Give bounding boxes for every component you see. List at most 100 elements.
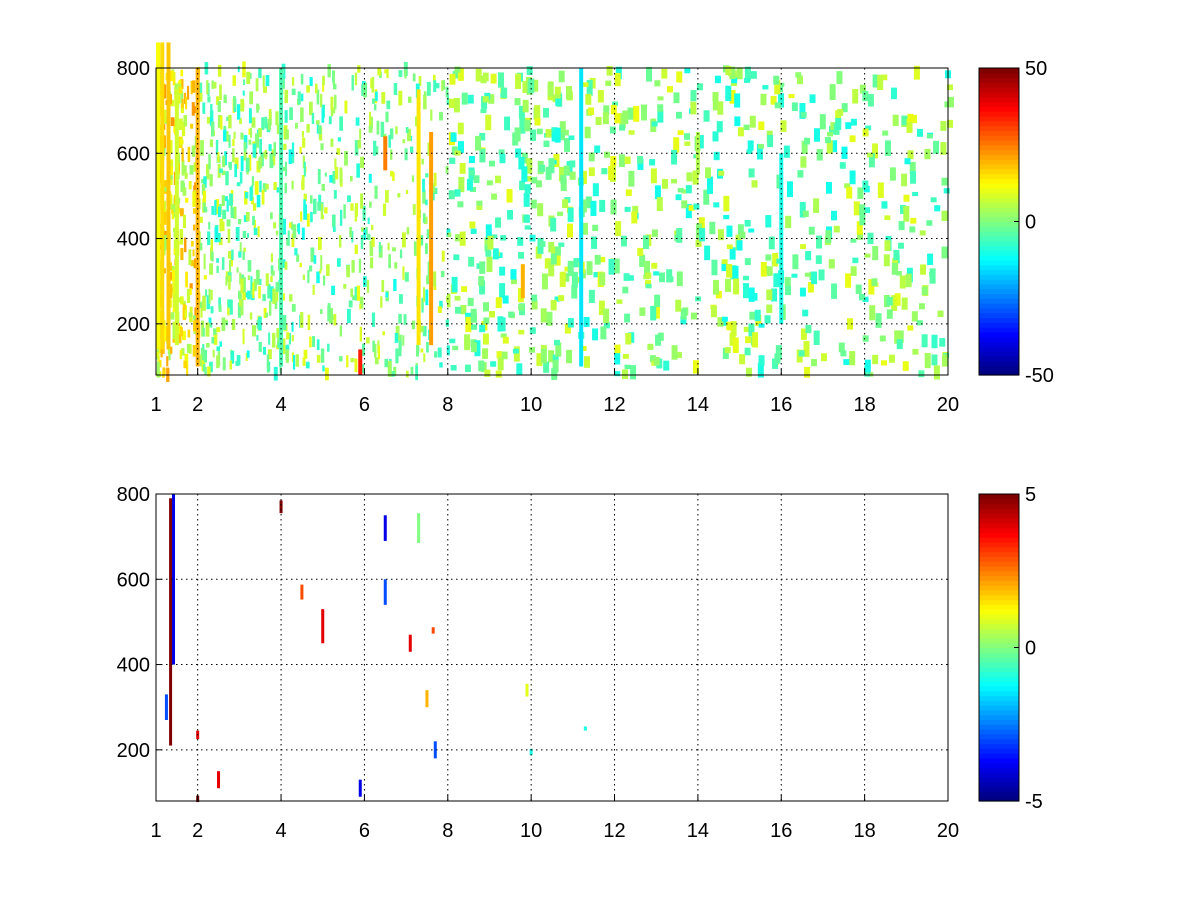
heatmap-cell — [228, 161, 232, 168]
heatmap-cell — [603, 105, 610, 116]
heatmap-cell — [222, 209, 227, 220]
heatmap-cell — [300, 312, 304, 328]
heatmap-cell — [788, 94, 795, 99]
heatmap-cell — [405, 126, 409, 134]
heatmap-cell — [227, 299, 231, 308]
heatmap-cell — [675, 194, 682, 201]
heatmap-cell — [237, 302, 242, 318]
heatmap-cell — [567, 260, 574, 277]
heatmap-cell — [471, 324, 478, 330]
heatmap-cell — [217, 114, 222, 128]
heatmap-cell — [209, 322, 213, 328]
heatmap-cell — [318, 125, 322, 134]
heatmap-cell — [892, 114, 899, 127]
heatmap-cell — [410, 366, 414, 375]
heatmap-cell — [297, 223, 300, 235]
heatmap-cell — [733, 278, 740, 295]
heatmap-cell — [473, 175, 480, 184]
heatmap-cell — [417, 513, 421, 544]
heatmap-cell — [555, 342, 562, 357]
colorbar-swatch — [979, 115, 1019, 122]
heatmap-cell — [246, 233, 250, 238]
heatmap-cell — [836, 71, 843, 85]
heatmap-cell — [720, 318, 727, 326]
heatmap-cell — [681, 200, 688, 209]
heatmap-cell — [766, 289, 773, 301]
heatmap-cell — [222, 155, 226, 168]
heatmap-cell — [734, 116, 741, 127]
heatmap-cell — [845, 273, 852, 288]
heatmap-cell — [216, 327, 221, 333]
heatmap-cell — [227, 228, 231, 244]
heatmap-cell — [872, 246, 879, 261]
heatmap-cell — [302, 274, 306, 280]
heatmap-cell — [238, 251, 242, 258]
colorbar-swatch — [979, 341, 1019, 347]
heatmap-cell — [855, 284, 862, 294]
heatmap-cell — [356, 163, 360, 178]
heatmap-cell — [202, 295, 206, 311]
colorbar-swatch — [979, 594, 1019, 601]
heatmap-cell — [238, 292, 242, 307]
colorbar-swatch — [979, 604, 1019, 610]
heatmap-cell — [825, 230, 832, 244]
heatmap-cell — [681, 189, 688, 194]
heatmap-cell — [685, 204, 692, 219]
heatmap-cell — [245, 353, 248, 361]
heatmap-cell — [571, 271, 578, 288]
colorbar-swatch — [979, 283, 1019, 290]
heatmap-cell — [602, 112, 609, 125]
heatmap-cell — [522, 99, 529, 113]
heatmap-cell — [766, 304, 773, 313]
heatmap-cell — [470, 308, 477, 323]
heatmap-cell — [332, 170, 336, 184]
heatmap-cell — [225, 271, 230, 282]
heatmap-cell — [470, 186, 477, 193]
colorbar-swatch — [979, 154, 1019, 160]
colorbar-swatch — [979, 125, 1019, 131]
heatmap-cell — [339, 167, 343, 184]
heatmap-cell — [590, 200, 597, 217]
heatmap-cell — [588, 152, 595, 162]
heatmap-cell — [816, 235, 823, 249]
heatmap-cell — [225, 171, 229, 186]
heatmap-cell — [699, 228, 706, 242]
heatmap-cell — [716, 121, 723, 133]
heatmap-cell — [360, 234, 364, 249]
heatmap-cell — [744, 220, 751, 227]
heatmap-cell — [883, 254, 890, 267]
heatmap-cell — [433, 80, 437, 93]
heatmap-cell — [327, 343, 330, 352]
heatmap-cell — [214, 225, 219, 230]
heatmap-cell — [358, 258, 362, 273]
heatmap-cell — [422, 287, 426, 302]
heatmap-cell — [480, 108, 487, 114]
heatmap-cell — [734, 93, 741, 108]
heatmap-cell — [459, 231, 466, 246]
heatmap-cell — [900, 204, 907, 215]
heatmap-cell — [199, 216, 203, 223]
heatmap-cell — [501, 87, 508, 99]
heatmap-cell — [583, 726, 587, 731]
colorbar-swatch — [979, 796, 1019, 802]
heatmap-cell — [296, 254, 300, 262]
heatmap-cell — [881, 74, 888, 81]
heatmap-cell — [216, 265, 219, 274]
heatmap-cell — [760, 261, 767, 277]
heatmap-cell — [259, 180, 262, 193]
heatmap-cell — [267, 118, 272, 131]
heatmap-cell — [240, 98, 245, 112]
heatmap-cell — [859, 84, 866, 94]
heatmap-cell — [736, 240, 743, 251]
heatmap-cell — [239, 242, 242, 253]
heatmap-cell — [524, 225, 531, 230]
heatmap-cell — [269, 153, 273, 168]
heatmap-cell — [369, 111, 372, 127]
heatmap-cell — [747, 140, 754, 151]
heatmap-cell — [162, 370, 165, 378]
heatmap-cell — [332, 70, 336, 86]
heatmap-cell — [398, 70, 403, 77]
heatmap-cell — [771, 288, 778, 302]
colorbar-swatch — [979, 633, 1019, 639]
heatmap-cell — [225, 276, 228, 286]
